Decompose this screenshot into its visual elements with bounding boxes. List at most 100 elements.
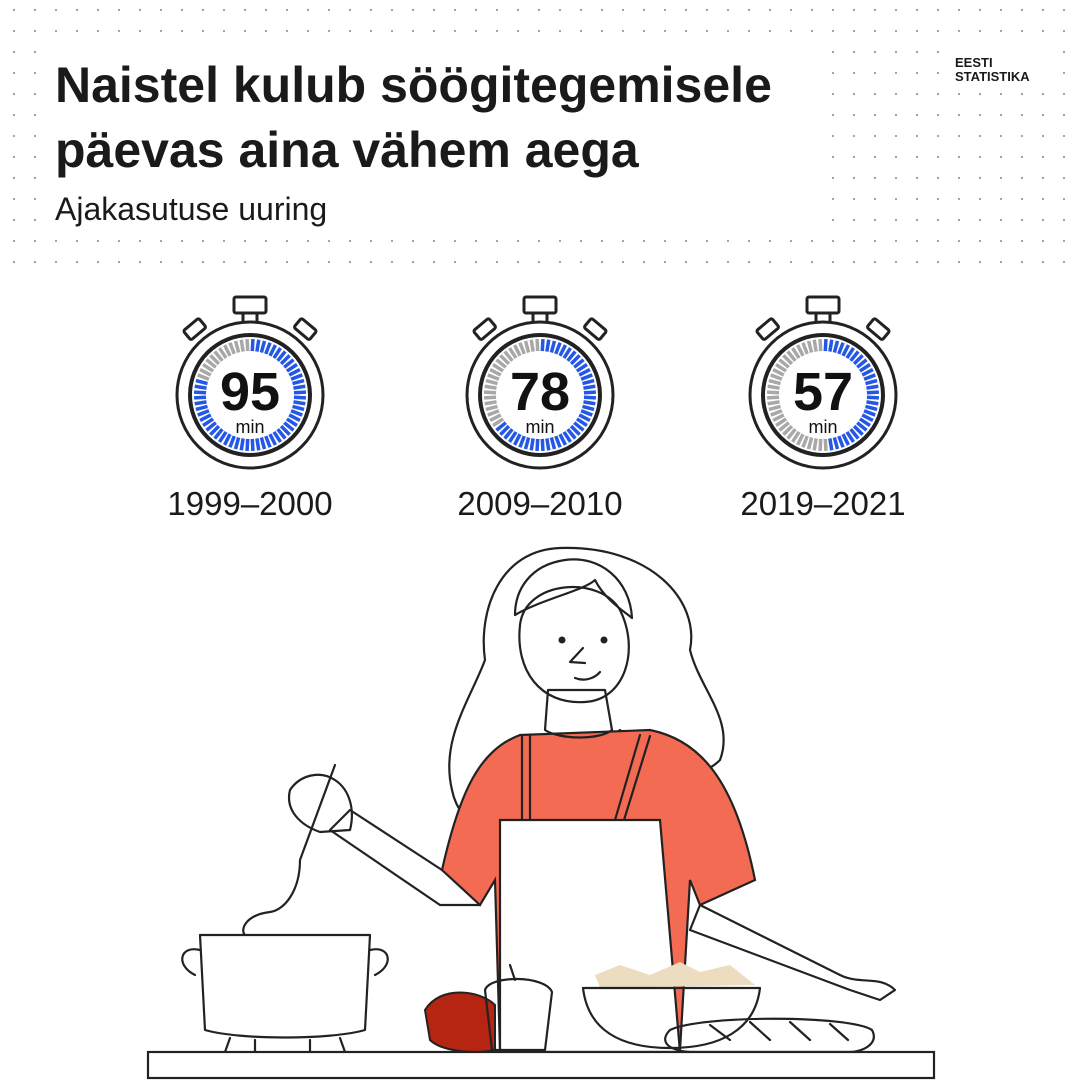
tick-filled xyxy=(856,358,868,369)
tick-empty xyxy=(484,400,497,406)
tick-filled xyxy=(292,378,305,386)
tick-filled xyxy=(841,344,850,357)
tick-filled xyxy=(535,438,540,452)
tick-filled xyxy=(856,421,868,432)
eye xyxy=(600,636,608,644)
tick-empty xyxy=(778,358,790,369)
tick-empty xyxy=(782,424,794,436)
nose-mouth xyxy=(568,646,602,681)
tick-filled xyxy=(495,421,507,432)
tick-filled xyxy=(837,342,845,355)
tick-empty xyxy=(782,354,794,366)
tick-filled xyxy=(549,340,557,353)
title-backdrop xyxy=(50,50,830,240)
value-label: 57 xyxy=(793,362,853,422)
tick-empty xyxy=(768,378,781,386)
tick-filled xyxy=(209,424,221,436)
tick-empty xyxy=(483,390,497,395)
tick-empty xyxy=(766,395,780,400)
tick-filled xyxy=(276,350,287,362)
tick-filled xyxy=(508,430,518,443)
tick-filled xyxy=(863,373,876,381)
tick-empty xyxy=(492,363,505,373)
tick-empty xyxy=(523,340,531,353)
tick-filled xyxy=(582,378,595,386)
tick-filled xyxy=(866,400,879,406)
tick-empty xyxy=(483,395,497,400)
tick-filled xyxy=(255,339,261,352)
tick-filled xyxy=(562,347,572,360)
tick-filled xyxy=(288,413,301,422)
tick-filled xyxy=(849,428,860,440)
tick-empty xyxy=(772,413,785,422)
tick-filled xyxy=(288,368,301,377)
tick-filled xyxy=(264,342,272,355)
pot xyxy=(198,933,372,1039)
tick-filled xyxy=(580,373,593,381)
tick-filled xyxy=(228,435,236,448)
tick-filled xyxy=(583,384,596,390)
tick-empty xyxy=(503,350,514,362)
tick-filled xyxy=(233,437,241,450)
apron xyxy=(498,818,682,1054)
tick-filled xyxy=(213,428,224,440)
tick-filled xyxy=(259,340,267,353)
tick-filled xyxy=(268,433,277,446)
unit-label: min xyxy=(525,417,554,437)
unit-label: min xyxy=(808,417,837,437)
tick-filled xyxy=(858,417,871,427)
side-button xyxy=(755,317,780,341)
tick-filled xyxy=(245,438,250,452)
tick-empty xyxy=(487,373,500,381)
eye xyxy=(558,636,566,644)
bread-cuts xyxy=(708,1020,850,1042)
tick-filled xyxy=(575,417,588,427)
tick-empty xyxy=(489,368,502,377)
tick-empty xyxy=(213,350,224,362)
tick-filled xyxy=(195,378,208,386)
tick-empty xyxy=(233,340,241,353)
tick-filled xyxy=(828,339,834,352)
tick-empty xyxy=(513,344,522,357)
tick-filled xyxy=(197,409,210,417)
tick-filled xyxy=(569,424,581,436)
side-button xyxy=(293,317,318,341)
tick-filled xyxy=(865,404,878,412)
tick-filled xyxy=(569,354,581,366)
tick-filled xyxy=(195,404,208,412)
tick-filled xyxy=(549,437,557,450)
tick-empty xyxy=(492,417,505,427)
tick-empty xyxy=(796,344,805,357)
tick-empty xyxy=(245,338,250,352)
dial xyxy=(188,333,312,457)
tick-empty xyxy=(202,363,215,373)
tick-empty xyxy=(767,400,780,406)
tick-empty xyxy=(484,384,497,390)
tick-filled xyxy=(554,342,562,355)
arm xyxy=(688,903,897,1002)
neck xyxy=(543,688,614,739)
tick-empty xyxy=(768,404,781,412)
tick-filled xyxy=(540,338,545,352)
tick-filled xyxy=(578,413,591,422)
spoon xyxy=(242,763,337,937)
tick-empty xyxy=(209,354,221,366)
tick-filled xyxy=(841,433,850,446)
red-pepper xyxy=(423,991,496,1053)
tick-empty xyxy=(508,347,518,360)
tick-empty xyxy=(199,368,212,377)
dial-rest xyxy=(197,338,250,381)
tick-filled xyxy=(580,409,593,417)
bread xyxy=(664,1017,875,1054)
tick-empty xyxy=(228,342,236,355)
value-label: 78 xyxy=(510,362,570,422)
tick-filled xyxy=(578,368,591,377)
subtitle: Ajakasutuse uuring xyxy=(55,191,327,227)
tick-filled xyxy=(293,384,306,390)
tick-filled xyxy=(285,363,298,373)
burner xyxy=(223,1036,347,1054)
tick-filled xyxy=(828,438,834,451)
tick-filled xyxy=(858,363,871,373)
fringe xyxy=(513,558,634,620)
